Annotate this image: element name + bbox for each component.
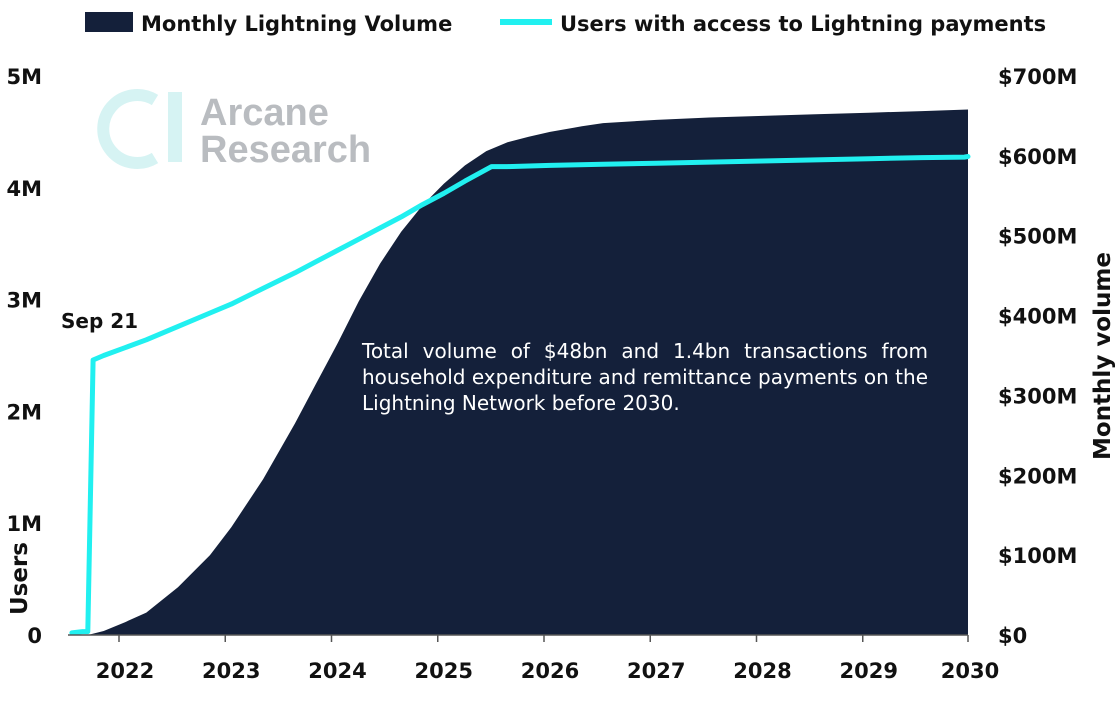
y-left-tick-label: 2M bbox=[6, 400, 42, 424]
legend-swatch-volume bbox=[85, 12, 133, 32]
y-axis-left-title: Users bbox=[7, 542, 33, 615]
watermark-line1: Arcane bbox=[200, 92, 329, 134]
watermark-logo-bar bbox=[168, 92, 182, 162]
y-right-tick-label: $200M bbox=[998, 464, 1077, 488]
y-right-tick-label: $0 bbox=[998, 624, 1027, 648]
y-axis-right-title: Monthly volume bbox=[1090, 252, 1116, 460]
y-right-tick-label: $500M bbox=[998, 225, 1077, 249]
x-tick-label: 2028 bbox=[733, 659, 791, 683]
y-right-tick-label: $700M bbox=[998, 65, 1077, 89]
x-tick-label: 2029 bbox=[840, 659, 898, 683]
y-right-tick-label: $300M bbox=[998, 384, 1077, 408]
callout-sep21: Sep 21 bbox=[61, 309, 138, 333]
y-left-tick-label: 5M bbox=[6, 65, 42, 89]
x-axis: 2022 2023 2024 2025 2026 2027 2028 2029 2030 bbox=[96, 635, 999, 683]
y-right-tick-label: $600M bbox=[998, 145, 1077, 169]
y-axis-left: 0 1M 2M 3M 4M 5M bbox=[6, 65, 42, 648]
y-axis-right: $0 $100M $200M $300M $400M $500M $600M $700M bbox=[998, 65, 1077, 648]
y-left-tick-label: 3M bbox=[6, 289, 42, 313]
y-left-tick-label: 1M bbox=[6, 512, 42, 536]
volume-area bbox=[87, 109, 969, 635]
x-tick-label: 2023 bbox=[202, 659, 260, 683]
x-tick-label: 2022 bbox=[96, 659, 154, 683]
watermark: Arcane Research bbox=[97, 89, 371, 171]
users-line bbox=[69, 154, 971, 636]
x-tick-label: 2024 bbox=[308, 659, 366, 683]
x-tick-label: 2030 bbox=[941, 659, 999, 683]
x-tick-label: 2025 bbox=[415, 659, 473, 683]
watermark-line2: Research bbox=[200, 129, 371, 171]
legend: Monthly Lightning Volume Users with acce… bbox=[85, 12, 1046, 36]
y-left-tick-label: 4M bbox=[6, 177, 42, 201]
legend-label-users: Users with access to Lightning payments bbox=[560, 12, 1046, 36]
legend-label-volume: Monthly Lightning Volume bbox=[141, 12, 452, 36]
y-left-tick-label: 0 bbox=[27, 624, 42, 648]
x-tick-label: 2026 bbox=[521, 659, 579, 683]
y-right-tick-label: $400M bbox=[998, 305, 1077, 329]
y-right-tick-label: $100M bbox=[998, 544, 1077, 568]
annotation-note: Total volume of $48bn and 1.4bn transact… bbox=[362, 339, 928, 415]
watermark-logo-icon bbox=[97, 89, 159, 169]
x-tick-label: 2027 bbox=[627, 659, 685, 683]
